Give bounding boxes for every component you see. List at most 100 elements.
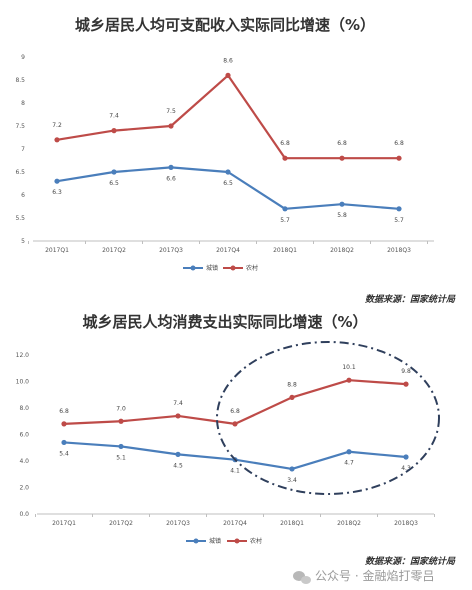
legend-marker-rural	[234, 538, 240, 544]
data-point	[282, 206, 288, 212]
y-tick-label: 8.5	[15, 77, 25, 84]
watermark: 公众号 · 金融焰打零吕	[293, 568, 434, 584]
data-label: 7.5	[166, 108, 176, 115]
axes: 2017Q1 2017Q2 2017Q3 2017Q4 2018Q1 2018Q2 2018…	[15, 54, 434, 254]
data-point	[403, 381, 409, 387]
data-label: 6.8	[230, 408, 240, 415]
chart-income: 城乡居民人均可支配收入实际同比增速（%） 2017Q1 2017Q2 2017Q3 2…	[15, 16, 456, 305]
data-point	[111, 128, 117, 134]
y-tick-label: 9	[21, 54, 25, 61]
y-tick-label: 6.5	[15, 169, 25, 176]
watermark-text: 公众号 · 金融焰打零吕	[315, 568, 434, 583]
wechat-icon	[293, 571, 311, 584]
y-tick-label: 10.0	[16, 379, 30, 386]
x-tick-label: 2017Q3	[166, 520, 190, 527]
data-labels: 5.4 5.1 4.5 4.1 3.4 4.7 4.3 6.8 7.0 7.4 6.8 8.8 10.1…	[59, 364, 411, 484]
legend-marker-rural	[230, 265, 236, 271]
x-tick-label: 2017Q4	[223, 520, 247, 527]
x-tick-label: 2018Q2	[337, 520, 361, 527]
data-point	[396, 155, 402, 161]
y-tick-label: 0.0	[19, 511, 29, 518]
legend-marker-urban	[193, 538, 199, 544]
data-label: 5.7	[394, 217, 404, 224]
data-label: 7.4	[109, 113, 119, 120]
x-tick-label: 2018Q1	[280, 520, 304, 527]
x-tick-label: 2017Q1	[45, 247, 69, 254]
y-tick-label: 7.5	[15, 123, 25, 130]
data-label: 4.5	[173, 462, 183, 469]
data-point	[232, 421, 238, 427]
y-tick-label: 8	[21, 100, 25, 107]
data-point	[168, 164, 174, 170]
data-point	[61, 439, 67, 446]
data-point	[61, 421, 67, 427]
data-point	[175, 413, 181, 419]
data-point	[54, 178, 60, 184]
y-tick-label: 2.0	[19, 485, 29, 492]
y-tick-label: 5	[21, 238, 25, 245]
data-label: 10.1	[342, 364, 356, 371]
x-tick-label: 2018Q2	[330, 247, 354, 254]
data-label: 7.2	[52, 122, 62, 129]
data-label: 5.1	[116, 454, 126, 461]
data-point	[346, 449, 352, 455]
legend-label-rural: 农村	[246, 264, 258, 272]
x-tick-label: 2017Q2	[102, 247, 126, 254]
axes: 2017Q1 2017Q2 2017Q3 2017Q4 2018Q1 2018Q2 2018…	[16, 352, 435, 527]
data-point	[339, 201, 345, 207]
data-label: 7.0	[116, 405, 126, 412]
data-label: 6.8	[337, 140, 347, 147]
legend-marker-urban	[190, 265, 196, 271]
source-note: 数据来源：国家统计局	[365, 556, 456, 567]
data-label: 4.1	[230, 468, 240, 475]
source-note: 数据来源：国家统计局	[365, 294, 456, 305]
series-group	[54, 72, 402, 212]
legend-label-urban: 城镇	[209, 537, 221, 545]
data-label: 6.5	[109, 180, 119, 187]
x-tick-label: 2018Q3	[387, 247, 411, 254]
data-point	[111, 169, 117, 175]
data-label: 8.6	[223, 57, 233, 64]
data-label: 5.7	[280, 217, 290, 224]
legend: 城镇 农村	[186, 537, 262, 545]
x-tick-label: 2017Q1	[52, 520, 76, 527]
data-point	[403, 454, 409, 460]
series-line-rural	[63, 379, 407, 425]
data-point	[168, 123, 174, 129]
data-point	[289, 466, 295, 472]
data-label: 6.3	[52, 189, 62, 196]
data-point	[54, 137, 60, 143]
data-point	[175, 451, 181, 457]
data-point	[346, 377, 352, 383]
y-tick-label: 5.5	[15, 215, 25, 222]
legend-label-urban: 城镇	[206, 264, 218, 272]
chart-title: 城乡居民人均消费支出实际同比增速（%）	[82, 313, 367, 331]
y-tick-label: 12.0	[16, 352, 30, 359]
data-label: 7.4	[173, 400, 183, 407]
legend-label-rural: 农村	[250, 537, 262, 545]
data-label: 6.6	[166, 175, 176, 182]
data-point	[339, 155, 345, 161]
data-point	[118, 443, 124, 450]
chart-consumption: 城乡居民人均消费支出实际同比增速（%） 2017Q1 2017Q2 2017Q3 20…	[16, 313, 456, 567]
highlight-ellipse	[216, 341, 440, 495]
data-label: 3.4	[287, 477, 297, 484]
data-label: 4.7	[344, 460, 354, 467]
chart-title: 城乡居民人均可支配收入实际同比增速（%）	[75, 16, 375, 34]
y-tick-label: 6	[21, 192, 25, 199]
x-tick-label: 2017Q2	[109, 520, 133, 527]
data-label: 9.8	[401, 368, 411, 375]
data-point	[289, 394, 295, 400]
data-label: 6.8	[59, 408, 69, 415]
data-label: 6.8	[280, 140, 290, 147]
data-point	[225, 72, 231, 78]
data-point	[118, 418, 124, 424]
y-tick-label: 7	[21, 146, 25, 153]
data-point	[225, 169, 231, 175]
data-label: 6.8	[394, 140, 404, 147]
data-point	[282, 155, 288, 161]
data-label: 4.3	[401, 465, 411, 472]
data-point	[396, 206, 402, 212]
data-label: 5.8	[337, 212, 347, 219]
